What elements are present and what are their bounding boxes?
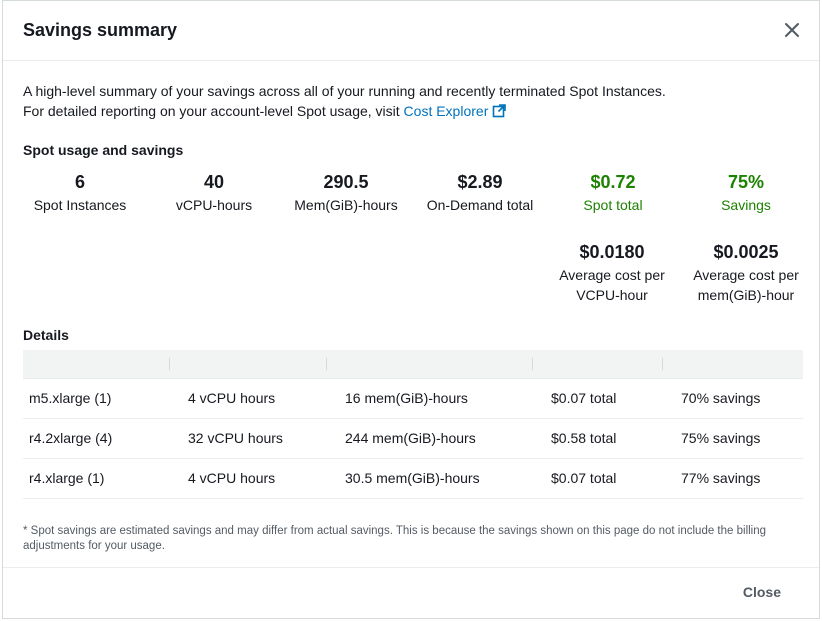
stat-value: 75% bbox=[727, 172, 765, 192]
stat-value: $0.72 bbox=[590, 172, 636, 192]
intro-line-2: For detailed reporting on your account-l… bbox=[23, 101, 803, 123]
stat-value: $2.89 bbox=[457, 172, 503, 192]
stat-value: 290.5 bbox=[323, 172, 369, 192]
stat-avg-cost-vcpu: $0.0180 Average cost per VCPU-hour bbox=[552, 241, 672, 305]
external-link-icon bbox=[492, 103, 507, 123]
stat-label-line-2: VCPU-hour bbox=[576, 287, 648, 303]
cell-instance-type: r4.2xlarge (4) bbox=[29, 430, 113, 446]
intro-text: A high-level summary of your savings acr… bbox=[23, 81, 803, 123]
cell-savings: 70% savings bbox=[681, 390, 761, 406]
stat-value: $0.0180 bbox=[579, 242, 645, 262]
stat-savings: 75% Savings bbox=[691, 171, 801, 215]
column-divider bbox=[169, 358, 170, 370]
intro-line-1: A high-level summary of your savings acr… bbox=[23, 83, 666, 99]
cost-explorer-link[interactable]: Cost Explorer bbox=[404, 103, 507, 119]
stat-spot-total: $0.72 Spot total bbox=[558, 171, 668, 215]
cell-vcpu-hours: 4 vCPU hours bbox=[188, 390, 276, 406]
stat-on-demand-total: $2.89 On-Demand total bbox=[415, 171, 545, 215]
cell-total: $0.07 total bbox=[551, 390, 617, 406]
stat-vcpu-hours: 40 vCPU-hours bbox=[159, 171, 269, 215]
cell-mem-hours: 30.5 mem(GiB)-hours bbox=[345, 470, 480, 486]
table-row: m5.xlarge (1) 4 vCPU hours 16 mem(GiB)-h… bbox=[23, 379, 803, 419]
cell-vcpu-hours: 4 vCPU hours bbox=[188, 470, 276, 486]
stat-label-line-1: Average cost per bbox=[693, 267, 799, 283]
stat-label: Savings bbox=[721, 197, 771, 213]
cell-mem-hours: 16 mem(GiB)-hours bbox=[345, 390, 468, 406]
stat-spot-instances: 6 Spot Instances bbox=[25, 171, 135, 215]
column-divider bbox=[662, 358, 663, 370]
table-row: r4.xlarge (1) 4 vCPU hours 30.5 mem(GiB)… bbox=[23, 459, 803, 499]
close-button[interactable]: Close bbox=[742, 584, 781, 600]
cell-vcpu-hours: 32 vCPU hours bbox=[188, 430, 283, 446]
stat-label-line-2: mem(GiB)-hour bbox=[697, 287, 795, 303]
stat-label: vCPU-hours bbox=[175, 197, 253, 213]
table-row: r4.2xlarge (4) 32 vCPU hours 244 mem(GiB… bbox=[23, 419, 803, 459]
stat-label-line-1: Average cost per bbox=[559, 267, 665, 283]
stat-label: Spot total bbox=[583, 197, 643, 213]
cell-mem-hours: 244 mem(GiB)-hours bbox=[345, 430, 476, 446]
footer-divider bbox=[3, 567, 819, 568]
stat-mem-hours: 290.5 Mem(GiB)-hours bbox=[286, 171, 406, 215]
stat-label: Spot Instances bbox=[33, 197, 127, 213]
cost-explorer-link-label: Cost Explorer bbox=[403, 103, 489, 119]
stat-value: 40 bbox=[203, 172, 225, 192]
stat-value: 6 bbox=[74, 172, 85, 192]
modal-title: Savings summary bbox=[23, 20, 178, 40]
savings-footnote: * Spot savings are estimated savings and… bbox=[23, 525, 767, 552]
cell-savings: 75% savings bbox=[681, 430, 761, 446]
stat-label: Mem(GiB)-hours bbox=[294, 197, 398, 213]
intro-line-2-text: For detailed reporting on your account-l… bbox=[23, 103, 404, 119]
stat-value: $0.0025 bbox=[713, 242, 779, 262]
table-header bbox=[23, 350, 803, 379]
cell-total: $0.07 total bbox=[551, 470, 617, 486]
column-divider bbox=[326, 358, 327, 370]
usage-section-title: Spot usage and savings bbox=[23, 142, 184, 158]
details-section-title: Details bbox=[23, 327, 69, 343]
stat-avg-cost-mem: $0.0025 Average cost per mem(GiB)-hour bbox=[685, 241, 807, 305]
cell-total: $0.58 total bbox=[551, 430, 617, 446]
cell-instance-type: m5.xlarge (1) bbox=[29, 390, 112, 406]
column-divider bbox=[532, 358, 533, 370]
stat-label: On-Demand total bbox=[426, 197, 534, 213]
modal-header: Savings summary bbox=[3, 1, 819, 61]
details-table: m5.xlarge (1) 4 vCPU hours 16 mem(GiB)-h… bbox=[23, 350, 803, 499]
close-icon[interactable] bbox=[781, 19, 803, 41]
cell-savings: 77% savings bbox=[681, 470, 761, 486]
cell-instance-type: r4.xlarge (1) bbox=[29, 470, 105, 486]
